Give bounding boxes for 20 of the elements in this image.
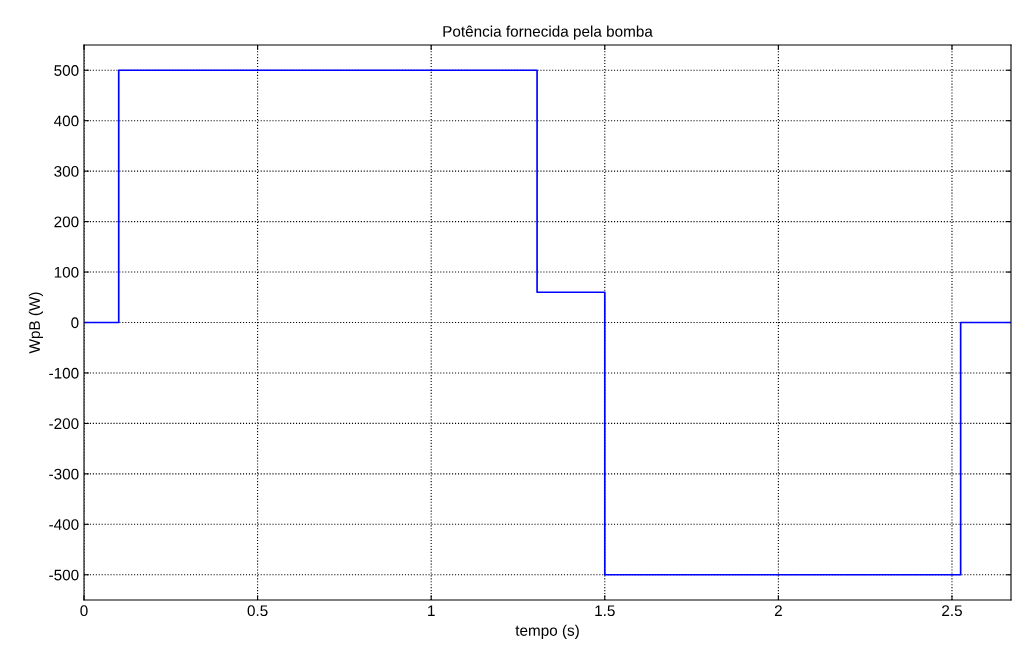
y-tick-label: 200 <box>54 216 79 228</box>
x-tick-label: 0.5 <box>247 605 268 617</box>
y-tick-label: 500 <box>54 65 79 76</box>
x-tick-label: 0 <box>80 605 88 617</box>
x-tick-label: 1 <box>428 605 435 616</box>
y-tick-label: -200 <box>49 418 79 430</box>
y-tick-label: 300 <box>54 166 79 177</box>
chart-title: Potência fornecida pela bomba <box>443 25 653 40</box>
y-tick-label: 100 <box>54 266 79 278</box>
x-tick-label: 2.5 <box>942 605 962 617</box>
y-tick-label: -400 <box>49 519 79 530</box>
x-tick-label: 1.5 <box>595 605 615 617</box>
y-tick-label: 400 <box>54 115 79 127</box>
x-axis-title: tempo (s) <box>515 624 579 639</box>
y-tick-label: -500 <box>49 569 79 581</box>
x-tick-label: 2 <box>774 605 782 616</box>
y-tick-label: -300 <box>49 468 79 480</box>
y-tick-label: 0 <box>71 317 79 329</box>
y-axis-title: WpB (W) <box>28 292 44 354</box>
y-tick-label: -100 <box>49 367 79 379</box>
